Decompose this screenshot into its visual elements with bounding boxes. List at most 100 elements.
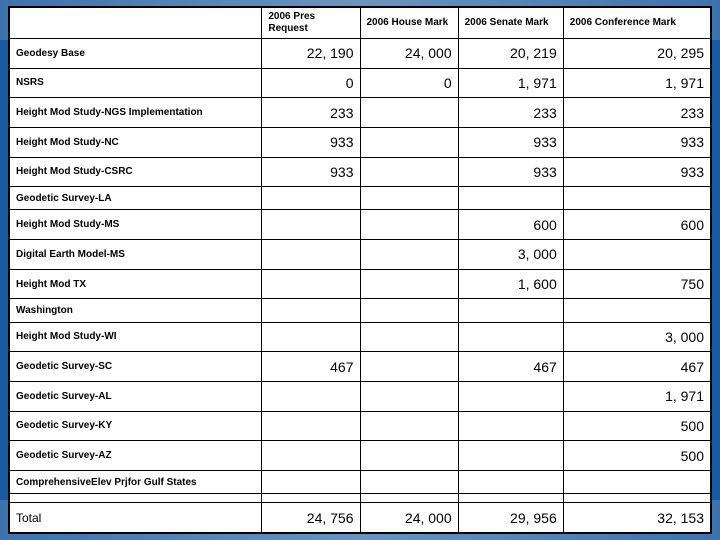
cell-value: 0	[360, 68, 458, 98]
cell-value: 233	[262, 98, 360, 128]
row-label: Height Mod TX	[10, 269, 262, 299]
cell-value	[360, 411, 458, 441]
cell-value	[458, 381, 563, 411]
budget-table-container: 2006 Pres Request 2006 House Mark 2006 S…	[8, 6, 712, 534]
header-pres-request: 2006 Pres Request	[262, 8, 360, 39]
cell-value	[563, 240, 710, 270]
row-label: ComprehensiveElev Prjfor Gulf States	[10, 470, 262, 493]
table-row: Geodetic Survey-KY 500	[10, 411, 711, 441]
cell-value: 933	[563, 157, 710, 187]
cell-value: 20, 219	[458, 39, 563, 69]
header-row: 2006 Pres Request 2006 House Mark 2006 S…	[10, 8, 711, 39]
row-label: NSRS	[10, 68, 262, 98]
row-label: Geodetic Survey-SC	[10, 352, 262, 382]
cell-value	[262, 240, 360, 270]
cell-value	[360, 299, 458, 322]
cell-value	[360, 98, 458, 128]
total-row: Total24, 75624, 00029, 95632, 153	[10, 503, 711, 533]
row-label	[10, 494, 262, 503]
cell-value	[458, 494, 563, 503]
cell-value	[262, 269, 360, 299]
cell-value	[563, 494, 710, 503]
cell-value	[563, 299, 710, 322]
table-row: Height Mod TX1, 600750	[10, 269, 711, 299]
header-conference-mark: 2006 Conference Mark	[563, 8, 710, 39]
cell-value	[360, 187, 458, 210]
cell-value	[458, 441, 563, 471]
cell-value	[262, 322, 360, 352]
total-value: 24, 000	[360, 503, 458, 533]
row-label: Height Mod Study-CSRC	[10, 157, 262, 187]
table-row: Height Mod Study-NC933933933	[10, 127, 711, 157]
cell-value: 500	[563, 411, 710, 441]
budget-table: 2006 Pres Request 2006 House Mark 2006 S…	[9, 7, 711, 533]
cell-value: 933	[458, 127, 563, 157]
cell-value: 600	[458, 210, 563, 240]
cell-value	[563, 470, 710, 493]
table-row: Height Mod Study-WI 3, 000	[10, 322, 711, 352]
table-row: Geodetic Survey-LA	[10, 187, 711, 210]
cell-value: 467	[262, 352, 360, 382]
cell-value	[262, 187, 360, 210]
row-label: Geodetic Survey-AL	[10, 381, 262, 411]
cell-value: 933	[262, 127, 360, 157]
cell-value	[360, 352, 458, 382]
cell-value	[262, 299, 360, 322]
row-label: Washington	[10, 299, 262, 322]
cell-value	[360, 157, 458, 187]
cell-value: 24, 000	[360, 39, 458, 69]
cell-value: 22, 190	[262, 39, 360, 69]
table-row: NSRS001, 9711, 971	[10, 68, 711, 98]
cell-value: 933	[458, 157, 563, 187]
cell-value: 233	[563, 98, 710, 128]
cell-value: 1, 971	[563, 381, 710, 411]
cell-value: 20, 295	[563, 39, 710, 69]
table-row: ComprehensiveElev Prjfor Gulf States	[10, 470, 711, 493]
cell-value	[458, 299, 563, 322]
row-label: Geodesy Base	[10, 39, 262, 69]
header-blank	[10, 8, 262, 39]
cell-value	[360, 210, 458, 240]
cell-value	[262, 210, 360, 240]
row-label: Height Mod Study-MS	[10, 210, 262, 240]
table-row: Geodesy Base22, 19024, 00020, 21920, 295	[10, 39, 711, 69]
row-label: Height Mod Study-NGS Implementation	[10, 98, 262, 128]
cell-value	[458, 187, 563, 210]
row-label: Geodetic Survey-LA	[10, 187, 262, 210]
row-label: Geodetic Survey-AZ	[10, 441, 262, 471]
table-row: Geodetic Survey-SC467467467	[10, 352, 711, 382]
cell-value	[360, 322, 458, 352]
table-row: Geodetic Survey-AZ500	[10, 441, 711, 471]
cell-value	[262, 470, 360, 493]
cell-value: 3, 000	[563, 322, 710, 352]
cell-value	[360, 470, 458, 493]
table-row: Washington	[10, 299, 711, 322]
cell-value	[360, 240, 458, 270]
cell-value	[458, 322, 563, 352]
cell-value	[360, 441, 458, 471]
cell-value	[360, 269, 458, 299]
cell-value	[360, 494, 458, 503]
table-row: Height Mod Study-CSRC933933933	[10, 157, 711, 187]
cell-value: 933	[563, 127, 710, 157]
total-label: Total	[10, 503, 262, 533]
cell-value	[360, 381, 458, 411]
row-label: Geodetic Survey-KY	[10, 411, 262, 441]
cell-value	[262, 494, 360, 503]
table-row: Height Mod Study-MS600600	[10, 210, 711, 240]
cell-value: 3, 000	[458, 240, 563, 270]
header-senate-mark: 2006 Senate Mark	[458, 8, 563, 39]
cell-value: 1, 971	[563, 68, 710, 98]
cell-value: 933	[262, 157, 360, 187]
total-value: 29, 956	[458, 503, 563, 533]
row-label: Height Mod Study-WI	[10, 322, 262, 352]
row-label: Digital Earth Model-MS	[10, 240, 262, 270]
row-label: Height Mod Study-NC	[10, 127, 262, 157]
cell-value	[262, 381, 360, 411]
table-row	[10, 494, 711, 503]
table-row: Height Mod Study-NGS Implementation23323…	[10, 98, 711, 128]
table-row: Digital Earth Model-MS 3, 000	[10, 240, 711, 270]
cell-value	[458, 470, 563, 493]
cell-value: 467	[563, 352, 710, 382]
cell-value: 1, 600	[458, 269, 563, 299]
